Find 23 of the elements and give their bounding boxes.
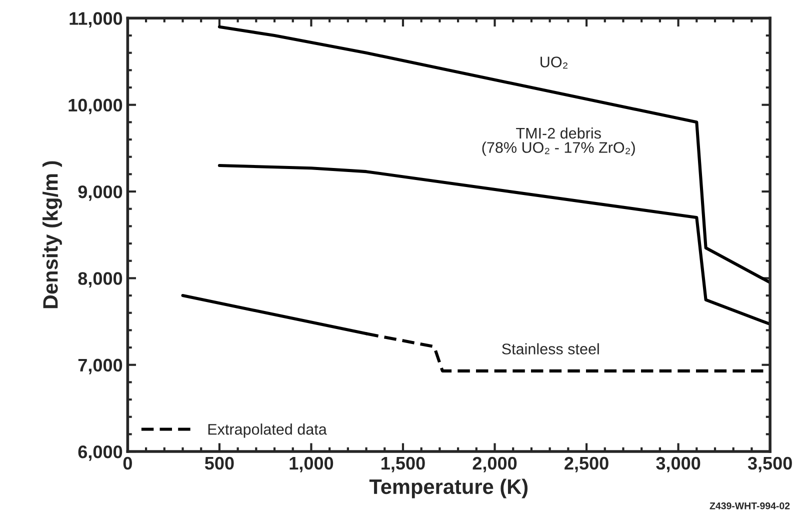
annotation: TMI-2 debris (78% UO₂ - 17% ZrO₂) [482,127,635,156]
y-tick-label: 8,000 [78,272,122,288]
annotation: UO₂ [540,56,568,69]
x-axis-title: Temperature (K) [369,478,528,498]
x-tick-label: 3,000 [656,456,700,472]
legend-label: Extrapolated data [208,424,327,438]
x-tick-label: 1,000 [290,456,334,472]
x-tick-label: 1,500 [382,456,425,472]
text: Z439-WHT-994-02 [710,502,790,510]
y-tick-label: 9,000 [78,185,122,201]
x-tick-label: 3,500 [748,456,792,472]
y-tick-label: 6,000 [78,445,122,461]
x-tick-label: 2,000 [472,456,517,472]
y-tick-label: 11,000 [70,12,122,28]
x-tick-label: 0 [123,456,132,470]
line-series [218,25,770,284]
y-axis-title: Density (kg/m ) [42,161,62,308]
annotation: Stainless steel [502,343,599,354]
y-tick-label: 10,000 [68,98,122,114]
x-tick-label: 500 [204,456,234,470]
x-tick-label: 2,500 [564,456,608,472]
line-series [218,164,770,326]
y-tick-label: 7,000 [78,358,122,374]
